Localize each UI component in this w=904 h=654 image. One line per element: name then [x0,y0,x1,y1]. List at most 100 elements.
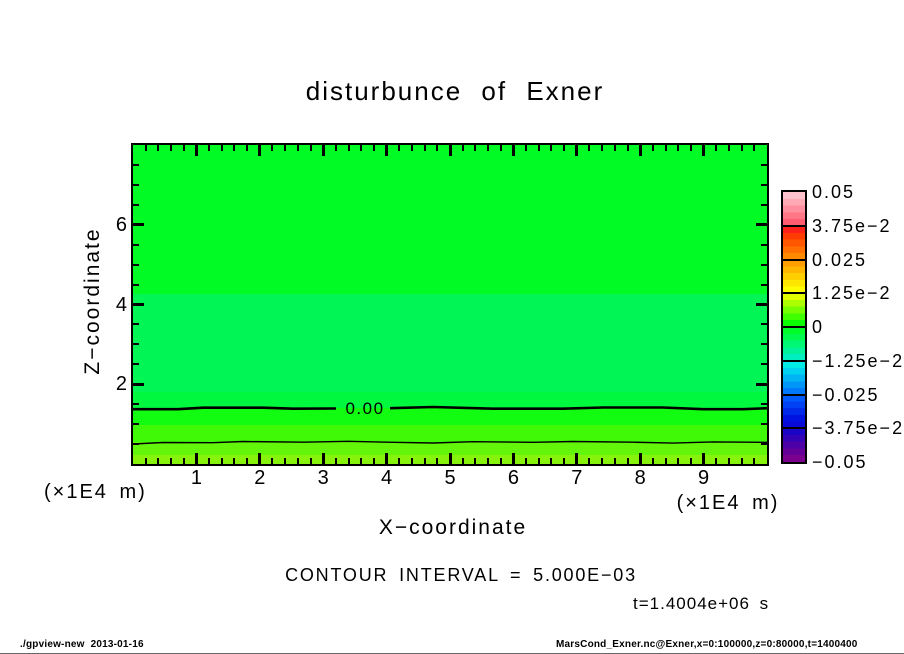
tick-mark [133,303,144,306]
tick-mark [157,458,160,464]
plot-title: disturbunce of Exner [305,76,605,106]
tick-mark [677,458,680,464]
tick-mark [727,145,730,151]
tick-mark [753,145,756,151]
tick-mark [182,458,185,464]
tick-mark [537,145,540,151]
tick-mark [410,145,413,151]
tick-mark [321,145,325,156]
tick-mark [626,145,629,151]
tick-mark [246,145,249,151]
x-tick-label: 2 [254,467,266,489]
tick-mark [372,458,375,464]
tick-mark [133,363,139,366]
y-tick-label: 4 [115,293,127,316]
tick-mark [133,382,144,386]
tick-mark [563,145,566,151]
colorbar-divider [783,393,805,396]
tick-mark [182,145,185,151]
y-tick-label: 2 [115,373,127,396]
tick-mark [133,403,139,406]
tick-mark [613,145,616,151]
tick-mark [715,458,718,464]
tick-mark [638,145,642,156]
tick-mark [761,323,767,326]
tick-mark [487,145,490,151]
tick-mark [626,458,629,464]
tick-mark [448,145,452,156]
y-tick-label: 6 [115,213,127,236]
tick-mark [372,145,375,151]
colorbar-segment [783,192,805,226]
tick-mark [133,283,139,286]
colorbar-tick-label: 0.05 [812,182,856,202]
colorbar-tick-label: 1.25e−2 [812,283,892,304]
tick-mark [194,453,198,464]
tick-mark [499,458,502,464]
tick-mark [740,458,743,464]
tick-mark [550,145,553,151]
tick-mark [487,458,490,464]
colorbar-segment [783,360,805,395]
colorbar-tick-label: −1.25e−2 [812,350,904,371]
footer-command: ./gpview-new 2013-01-16 [20,639,144,650]
tick-mark [208,145,211,151]
tick-mark [537,458,540,464]
tick-mark [525,145,528,151]
tick-mark [436,145,439,151]
tick-mark [321,453,325,464]
tick-mark [702,145,706,156]
tone-band [133,145,767,295]
tick-mark [727,458,730,464]
colorbar-segment [783,293,805,327]
tick-mark [133,423,139,426]
tick-mark [601,145,604,151]
tick-mark [194,145,198,156]
tick-mark [601,458,604,464]
tick-mark [246,458,249,464]
colorbar-tick-label: 3.75e−2 [812,215,892,236]
colorbar-tick-label: 0 [812,317,825,337]
tick-mark [385,145,389,156]
tick-mark [309,458,312,464]
tick-mark [170,458,173,464]
tick-mark [133,223,144,227]
tick-mark [170,145,173,151]
tone-band [133,391,767,409]
colorbar-segment [783,327,805,361]
tick-mark [715,145,718,151]
tick-mark [133,343,139,346]
x-tick-label: 7 [571,467,583,489]
tick-mark [133,183,139,186]
x-tick-label: 6 [507,467,519,489]
tick-mark [284,145,287,151]
plot-area: 0.00 [133,145,767,464]
tick-mark [284,458,287,464]
tick-mark [761,403,767,406]
tick-mark [410,458,413,464]
tick-mark [144,458,147,464]
tick-mark [613,458,616,464]
tick-mark [296,458,299,464]
tick-mark [499,145,502,151]
colorbar-segment [783,225,805,260]
colorbar-tick-label: 0.025 [812,249,868,270]
tick-mark [740,145,743,151]
tick-mark [761,243,767,246]
tick-mark [761,283,767,286]
tick-mark [398,458,401,464]
x-tick-label: 8 [634,467,646,489]
tick-mark [423,145,426,151]
tick-mark [761,263,767,266]
tick-mark [588,458,591,464]
tick-mark [550,458,553,464]
tick-mark [756,223,767,227]
tick-mark [436,458,439,464]
tick-mark [511,453,515,464]
x-tick-label: 4 [381,467,393,489]
tick-mark [296,145,299,151]
tick-mark [756,382,767,386]
tick-mark [474,145,477,151]
tick-mark [525,458,528,464]
